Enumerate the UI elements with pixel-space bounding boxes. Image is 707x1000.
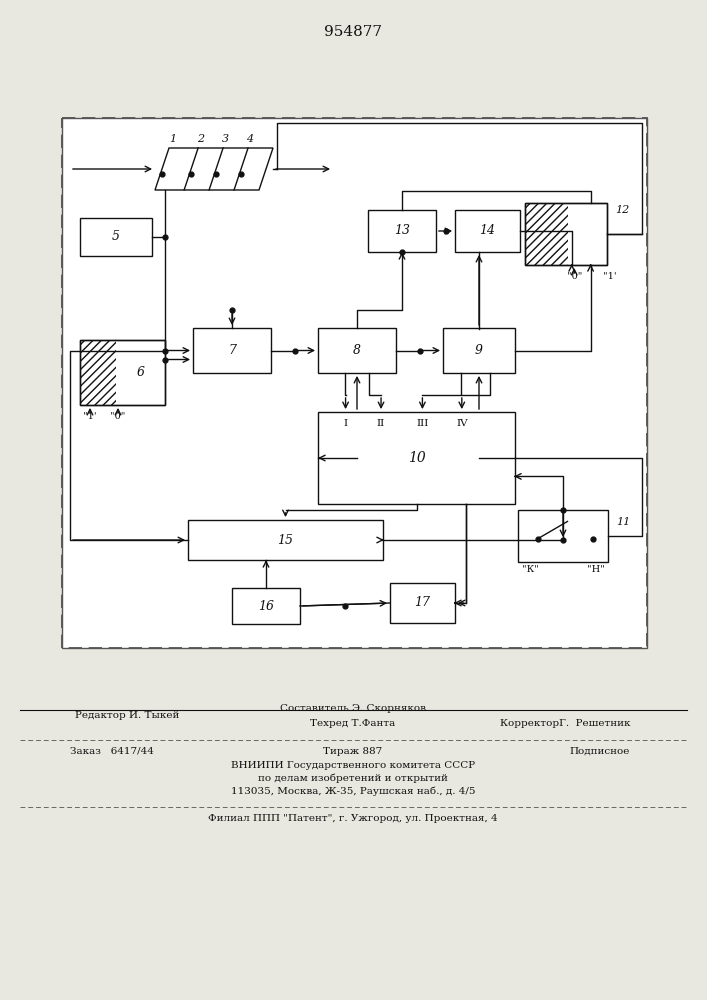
Bar <box>390 583 455 623</box>
Text: 954877: 954877 <box>324 25 382 39</box>
Text: КорректорГ.  Решетник: КорректорГ. Решетник <box>500 719 630 728</box>
Text: "0": "0" <box>566 272 582 281</box>
Bar <box>368 210 436 252</box>
Bar <box>62 118 647 648</box>
Text: 11: 11 <box>616 517 630 527</box>
Bar <box>188 520 383 560</box>
Text: 2: 2 <box>197 134 204 144</box>
Bar <box>455 210 520 252</box>
Bar <box>232 588 300 624</box>
Bar <box>80 218 152 256</box>
Text: "0": "0" <box>110 412 126 421</box>
Text: по делам изобретений и открытий: по делам изобретений и открытий <box>258 774 448 783</box>
Bar <box>525 203 568 265</box>
Bar <box>80 340 165 405</box>
Text: 1: 1 <box>170 134 177 144</box>
Text: II: II <box>377 419 385 428</box>
Bar <box>525 203 607 265</box>
Text: 3: 3 <box>221 134 228 144</box>
Text: 15: 15 <box>278 534 293 546</box>
Text: 10: 10 <box>408 451 426 465</box>
Text: 17: 17 <box>414 596 431 609</box>
Text: 13: 13 <box>394 225 410 237</box>
Text: 7: 7 <box>228 344 236 357</box>
Text: IV: IV <box>456 419 467 428</box>
Text: Тираж 887: Тираж 887 <box>323 747 382 756</box>
Text: "Н": "Н" <box>587 565 605 574</box>
Text: 16: 16 <box>258 599 274 612</box>
Text: Филиал ППП "Патент", г. Ужгород, ул. Проектная, 4: Филиал ППП "Патент", г. Ужгород, ул. Про… <box>208 814 498 823</box>
Bar <box>443 328 515 373</box>
Text: 12: 12 <box>615 205 629 215</box>
Text: 14: 14 <box>479 225 496 237</box>
Text: 4: 4 <box>247 134 254 144</box>
Text: 6: 6 <box>136 366 144 379</box>
Bar <box>318 328 396 373</box>
Bar <box>80 340 116 405</box>
Text: 113035, Москва, Ж-35, Раушская наб., д. 4/5: 113035, Москва, Ж-35, Раушская наб., д. … <box>230 786 475 796</box>
Text: 8: 8 <box>353 344 361 357</box>
Text: "1': "1' <box>83 412 97 421</box>
Text: 9: 9 <box>475 344 483 357</box>
Text: "К": "К" <box>522 565 539 574</box>
Text: Подписное: Подписное <box>570 747 630 756</box>
Text: Техред Т.Фанта: Техред Т.Фанта <box>310 719 396 728</box>
Text: I: I <box>344 419 348 428</box>
Polygon shape <box>155 148 273 190</box>
Text: "1': "1' <box>603 272 617 281</box>
Bar <box>80 340 165 405</box>
Text: Редактор И. Тыкей: Редактор И. Тыкей <box>75 711 180 720</box>
Text: III: III <box>416 419 428 428</box>
Bar <box>518 510 608 562</box>
Bar <box>318 412 515 504</box>
Text: 5: 5 <box>112 231 120 243</box>
Text: Заказ   6417/44: Заказ 6417/44 <box>70 747 154 756</box>
Bar <box>525 203 607 265</box>
Text: Составитель Э. Скорняков: Составитель Э. Скорняков <box>280 704 426 713</box>
Text: ВНИИПИ Государственного комитета СССР: ВНИИПИ Государственного комитета СССР <box>231 761 475 770</box>
Bar <box>62 118 647 648</box>
Bar <box>193 328 271 373</box>
